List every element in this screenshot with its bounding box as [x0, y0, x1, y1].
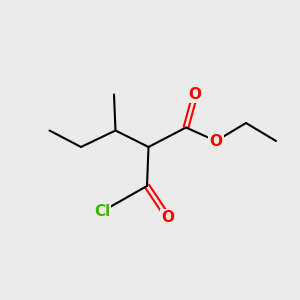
- Text: Cl: Cl: [94, 204, 110, 219]
- Text: O: O: [161, 210, 175, 225]
- Text: O: O: [209, 134, 223, 148]
- Text: O: O: [188, 87, 202, 102]
